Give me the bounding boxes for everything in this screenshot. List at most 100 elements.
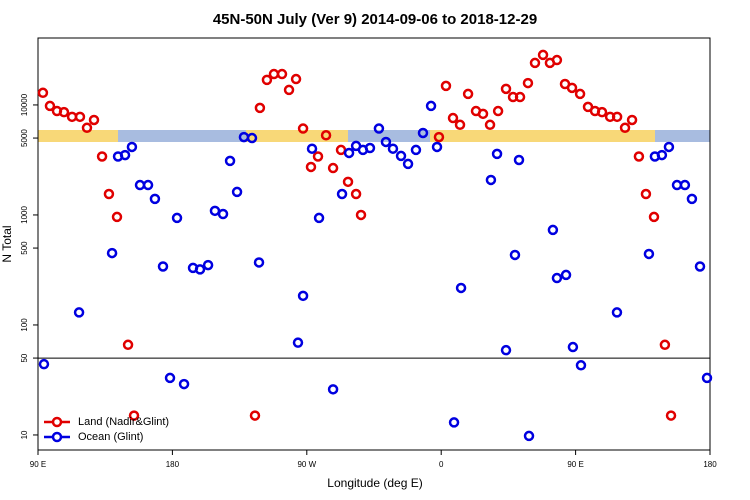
point — [523, 430, 535, 442]
y-tick-label: 5000 — [20, 129, 29, 147]
point — [462, 88, 474, 100]
ocean-band — [655, 130, 710, 142]
point — [665, 410, 677, 421]
point — [387, 143, 399, 154]
point — [355, 209, 367, 221]
point — [537, 49, 549, 61]
point — [320, 130, 332, 141]
point — [514, 91, 526, 103]
y-axis-label: N Total — [0, 225, 14, 262]
point — [119, 149, 131, 161]
x-tick-label: 90 W — [297, 460, 316, 469]
point — [88, 114, 100, 126]
point — [74, 111, 86, 123]
legend-item: Land (Nadir&Glint) — [44, 416, 169, 428]
point — [202, 259, 214, 271]
point — [659, 339, 671, 351]
chart-title: 45N-50N July (Ver 9) 2014-09-06 to 2018-… — [213, 11, 537, 28]
y-tick-label: 50 — [20, 353, 29, 362]
point — [640, 188, 652, 200]
point — [73, 307, 85, 318]
point — [454, 119, 466, 131]
point — [306, 143, 318, 154]
point — [611, 307, 623, 318]
point — [425, 100, 437, 112]
y-tick-label: 100 — [20, 318, 29, 332]
point — [149, 193, 161, 205]
point — [701, 372, 713, 384]
series — [38, 100, 713, 442]
point — [566, 82, 578, 94]
point — [194, 264, 206, 275]
legend-item: Ocean (Glint) — [44, 431, 143, 443]
point — [500, 344, 512, 356]
point — [364, 142, 376, 154]
point — [380, 136, 392, 148]
point — [663, 141, 675, 153]
legend-label: Ocean (Glint) — [78, 431, 143, 443]
point — [128, 410, 140, 421]
point — [575, 360, 587, 371]
point — [81, 122, 93, 134]
point — [283, 84, 295, 96]
x-tick-label: 180 — [703, 460, 717, 469]
ocean-band — [118, 130, 246, 142]
point — [455, 282, 467, 294]
point — [373, 123, 385, 134]
point — [261, 74, 273, 86]
point — [633, 151, 645, 162]
point — [313, 212, 325, 224]
point — [648, 211, 660, 223]
y-tick-label: 500 — [20, 241, 29, 255]
point — [96, 151, 108, 162]
point — [122, 339, 134, 351]
point — [290, 73, 302, 85]
point — [643, 248, 655, 260]
point — [694, 261, 706, 272]
point — [171, 212, 183, 224]
point — [529, 57, 541, 69]
point — [142, 179, 154, 191]
ocean-band — [348, 130, 430, 142]
point — [126, 141, 138, 153]
point — [342, 176, 354, 188]
point — [178, 378, 190, 390]
legend-marker — [51, 416, 63, 428]
point — [44, 100, 56, 112]
y-tick-label: 1000 — [20, 206, 29, 224]
point — [611, 111, 623, 123]
point — [157, 261, 169, 272]
point — [343, 147, 355, 159]
point — [402, 158, 414, 170]
y-tick-label: 10000 — [20, 93, 29, 116]
point — [431, 141, 443, 153]
point — [37, 87, 49, 99]
point — [477, 108, 489, 120]
y-tick-label: 10 — [20, 430, 29, 439]
point — [164, 372, 176, 384]
point — [276, 68, 288, 80]
point — [350, 188, 362, 200]
point — [447, 112, 459, 124]
point — [491, 148, 503, 160]
point — [522, 77, 534, 89]
point — [686, 193, 698, 205]
point — [395, 150, 407, 162]
point — [217, 208, 229, 220]
point — [551, 272, 563, 284]
point — [619, 122, 631, 134]
point — [679, 179, 691, 191]
point — [249, 410, 261, 421]
point — [513, 154, 525, 166]
surface-band — [38, 130, 710, 142]
point — [297, 290, 309, 302]
point — [485, 174, 497, 186]
point — [224, 155, 236, 167]
point — [626, 114, 638, 126]
point — [38, 358, 50, 370]
point — [448, 417, 460, 428]
point — [103, 188, 115, 200]
point — [596, 106, 608, 118]
